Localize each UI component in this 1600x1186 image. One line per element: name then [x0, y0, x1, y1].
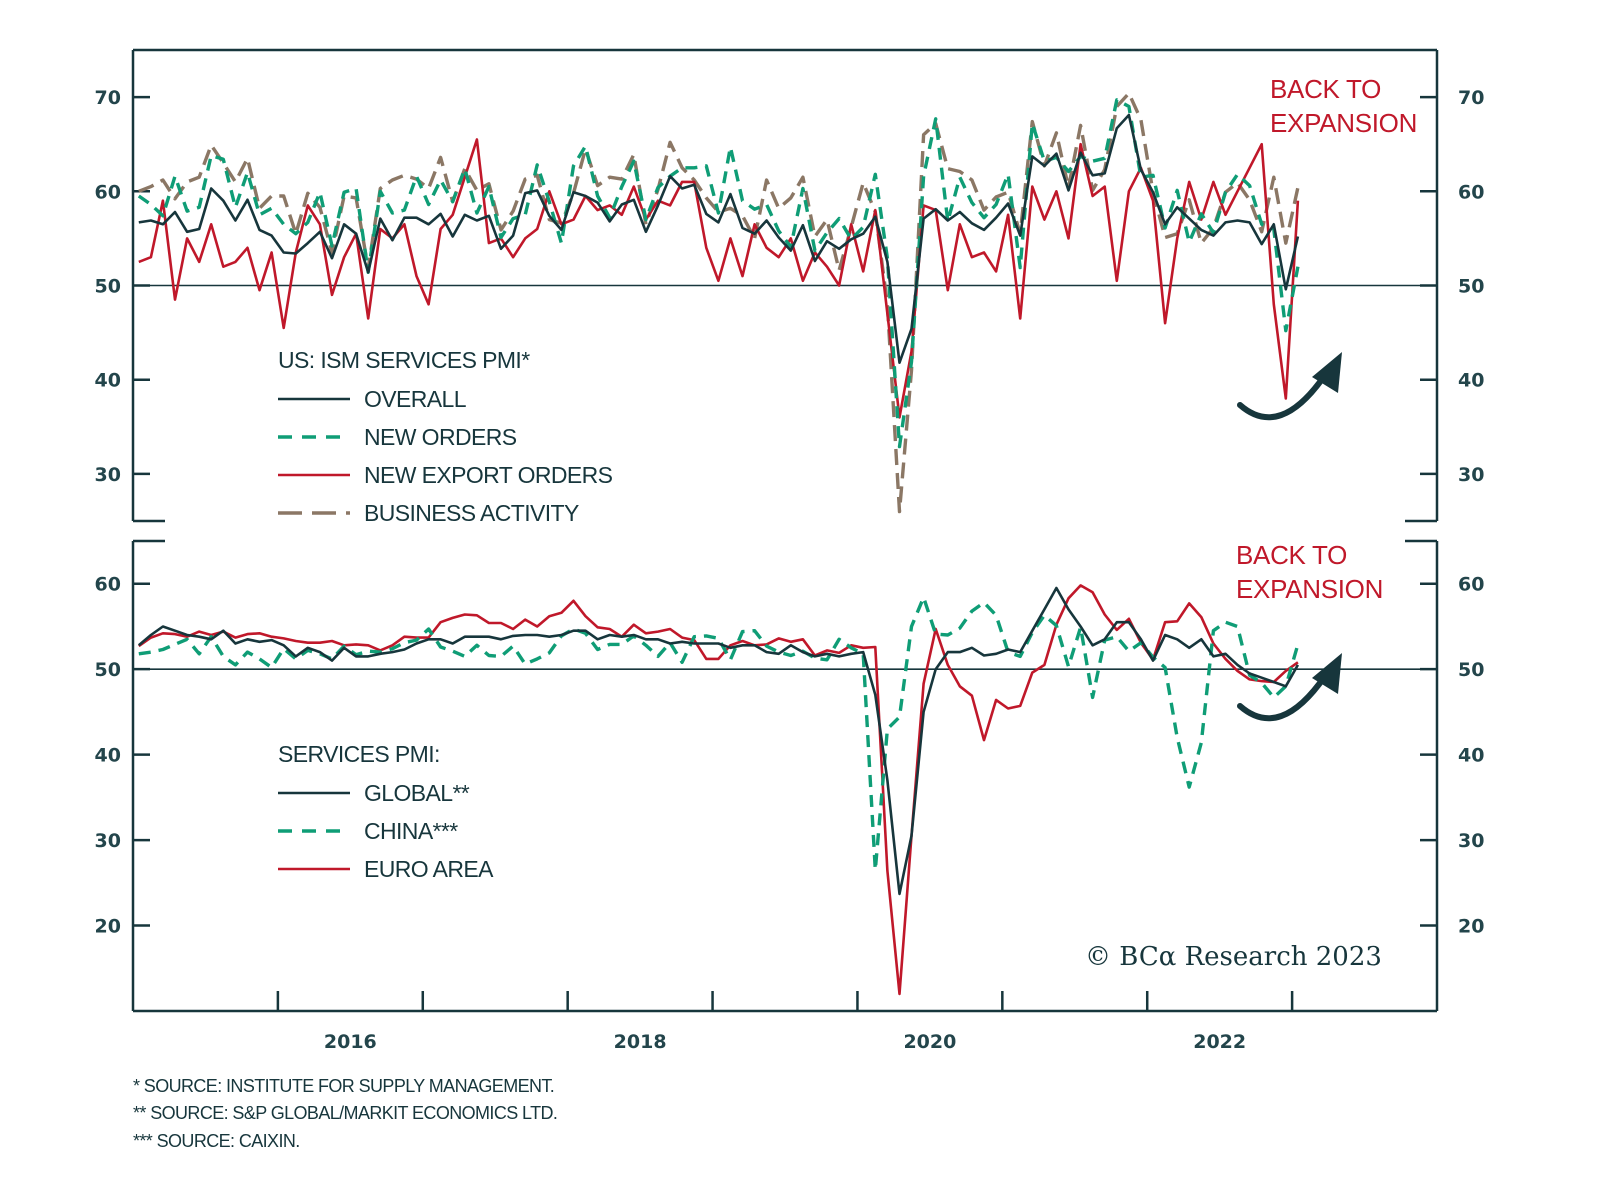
arrow-head-icon: [1312, 653, 1342, 694]
y-tick-label-left: 40: [95, 370, 121, 392]
y-tick-label-right: 30: [1458, 830, 1484, 852]
y-tick-label-right: 30: [1458, 464, 1484, 486]
annotation-back-to-expansion: BACK TO: [1270, 74, 1381, 104]
series-line-new-orders: [137, 98, 1300, 449]
x-axis: 2016 2018 2020 2022: [276, 991, 1294, 1053]
legend-label: EURO AREA: [364, 856, 494, 882]
x-tick-label: 2020: [903, 1031, 956, 1053]
annotation-back-to-expansion: BACK TO: [1236, 540, 1347, 570]
y-tick-label-right: 40: [1458, 370, 1484, 392]
series-line-business-activity: [138, 91, 1300, 514]
x-tick-label: 2016: [324, 1031, 377, 1053]
y-tick-label-right: 50: [1458, 276, 1484, 298]
legend-label: CHINA***: [364, 818, 458, 844]
curved-arrow-icon: [1237, 372, 1328, 421]
y-tick-label-left: 50: [95, 276, 121, 298]
y-tick-label-right: 70: [1458, 87, 1484, 109]
series-line-new-export-orders: [138, 138, 1300, 419]
series-line-overall: [138, 113, 1300, 365]
footnote-2: ** SOURCE: S&P GLOBAL/MARKIT ECONOMICS L…: [133, 1103, 557, 1123]
series-line-china: [138, 595, 1300, 872]
y-tick-label-left: 60: [95, 181, 121, 203]
legend-label: NEW EXPORT ORDERS: [364, 462, 613, 488]
legend-title: SERVICES PMI:: [278, 741, 440, 767]
legend-label: OVERALL: [364, 386, 467, 412]
copyright: © BCα Research 2023: [1085, 942, 1382, 972]
series-line-global: [137, 586, 1300, 896]
y-tick-label-right: 60: [1458, 574, 1484, 596]
x-tick-label: 2018: [614, 1031, 667, 1053]
footnote-3: *** SOURCE: CAIXIN.: [133, 1131, 300, 1151]
y-tick-label-left: 40: [95, 745, 121, 767]
chart-frame: [131, 48, 1439, 1013]
y-tick-label-left: 20: [95, 916, 121, 938]
legend-title: US: ISM SERVICES PMI*: [278, 347, 530, 373]
annotation-back-to-expansion: EXPANSION: [1236, 574, 1383, 604]
y-tick-label-left: 70: [95, 87, 121, 109]
y-tick-label-left: 50: [95, 659, 121, 681]
y-tick-label-right: 50: [1458, 659, 1484, 681]
arrow-head-icon: [1312, 352, 1342, 393]
y-tick-label-left: 60: [95, 574, 121, 596]
curved-arrow-icon: [1237, 673, 1328, 722]
us-ism-panel: 30 30 40 40 50 50 60 60 70 70 US: ISM SERVICES PMI…: [95, 74, 1485, 526]
annotation-back-to-expansion: EXPANSION: [1270, 108, 1417, 138]
y-tick-label-left: 30: [95, 464, 121, 486]
footnote-1: * SOURCE: INSTITUTE FOR SUPPLY MANAGEMEN…: [133, 1076, 554, 1096]
y-tick-label-right: 60: [1458, 181, 1484, 203]
legend-label: NEW ORDERS: [364, 424, 517, 450]
global-services-panel: 20 20 30 30 40 40 50 50 60 60 SERVICES PMI: GLOBAL*…: [95, 540, 1484, 996]
legend-label: GLOBAL**: [364, 780, 470, 806]
y-tick-label-right: 20: [1458, 916, 1484, 938]
legend-label: BUSINESS ACTIVITY: [364, 500, 579, 526]
series-line-euro-area: [138, 584, 1299, 996]
y-tick-label-left: 30: [95, 830, 121, 852]
x-tick-label: 2022: [1193, 1031, 1246, 1053]
y-tick-label-right: 40: [1458, 745, 1484, 767]
